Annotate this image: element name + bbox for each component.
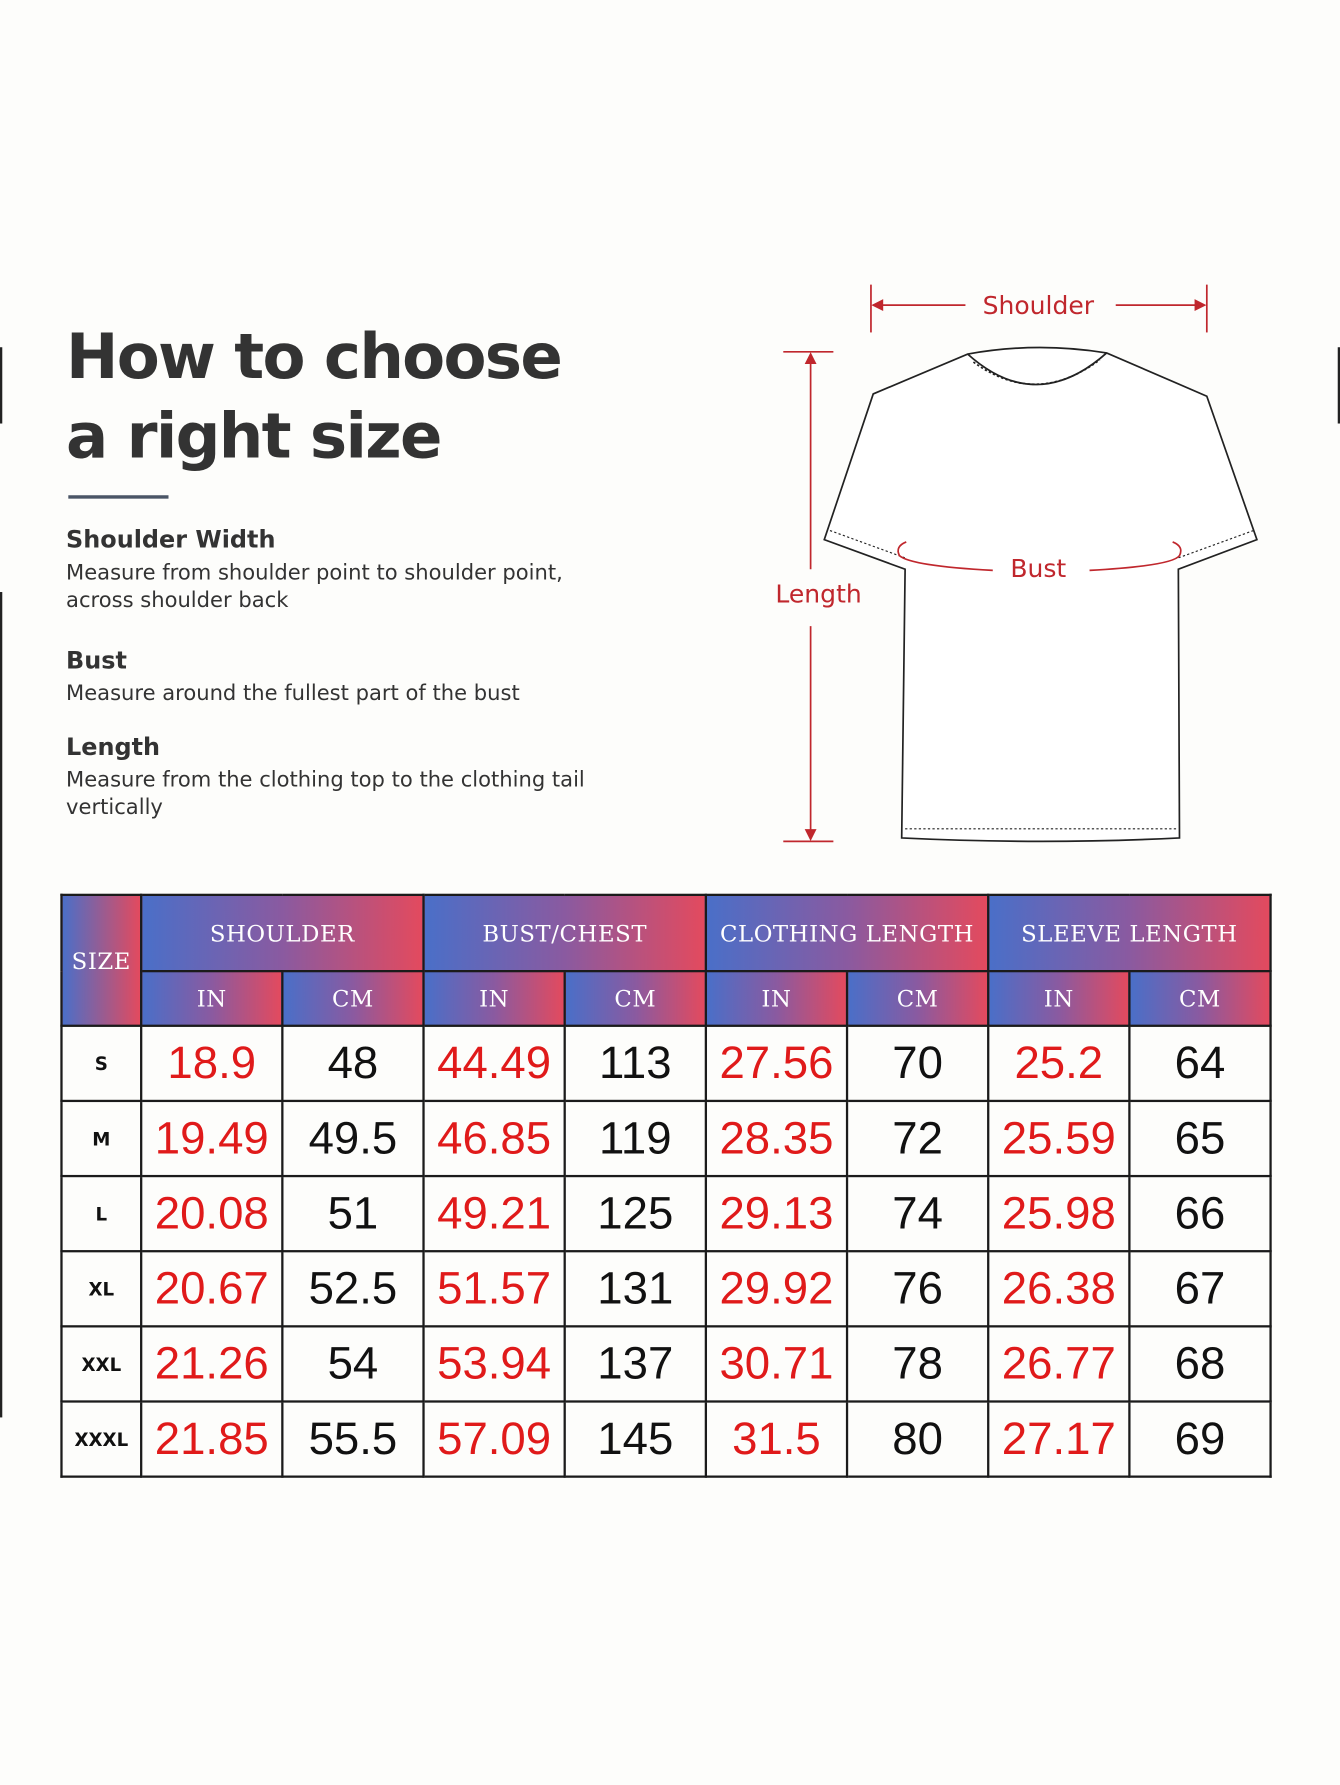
inch-value-cell: 46.85: [422, 1099, 566, 1178]
edge-mark: [1337, 347, 1340, 424]
title-line-1: How to choose: [66, 319, 563, 393]
section-shoulder-width: Shoulder Width Measure from shoulder poi…: [66, 526, 681, 615]
inch-value-cell: 28.35: [704, 1099, 849, 1178]
table-row: XXXL 21.85 55.5 57.09 145 31.5 80 27.17 69: [60, 1400, 1272, 1478]
unit-header-in: IN: [140, 970, 284, 1027]
inch-value-cell: 26.77: [987, 1325, 1131, 1403]
cm-value-cell: 80: [845, 1400, 990, 1478]
size-chart-table: SIZE SHOULDER BUST/CHEST CLOTHING LENGTH…: [60, 893, 1272, 1478]
group-header-shoulder: SHOULDER: [140, 893, 425, 973]
inch-value-cell: 25.59: [987, 1099, 1131, 1178]
cm-value-cell: 51: [281, 1174, 425, 1253]
inch-value-cell: 49.21: [422, 1174, 566, 1253]
cm-value-cell: 125: [563, 1174, 708, 1253]
cm-value-cell: 55.5: [281, 1400, 425, 1478]
measure-lines: [783, 284, 1208, 843]
section-bust: Bust Measure around the fullest part of …: [66, 647, 681, 708]
bust-label: Bust: [1010, 554, 1066, 583]
unit-header-cm: CM: [281, 970, 425, 1027]
inch-value-cell: 26.38: [987, 1250, 1131, 1328]
unit-header-in: IN: [422, 970, 566, 1027]
unit-header-cm: CM: [845, 970, 990, 1027]
section-heading: Shoulder Width: [66, 525, 276, 554]
inch-value-cell: 57.09: [422, 1400, 566, 1478]
cm-value-cell: 48: [281, 1024, 425, 1103]
section-heading: Length: [66, 733, 161, 761]
unit-header-cm: CM: [563, 970, 708, 1027]
table-row: L 20.08 51 49.21 125 29.13 74 25.98 66: [60, 1174, 1272, 1253]
inch-value-cell: 29.92: [704, 1250, 849, 1328]
size-cell: XXXL: [60, 1400, 143, 1478]
unit-header-cm: CM: [1128, 970, 1272, 1027]
cm-value-cell: 66: [1128, 1174, 1272, 1253]
size-cell: XXL: [60, 1325, 143, 1403]
inch-value-cell: 20.67: [140, 1250, 284, 1328]
section-heading: Bust: [66, 646, 127, 674]
section-text: Measure from the clothing top to the clo…: [66, 768, 585, 820]
inch-value-cell: 27.56: [704, 1024, 849, 1103]
table-row: M 19.49 49.5 46.85 119 28.35 72 25.59 65: [60, 1099, 1272, 1178]
cm-value-cell: 67: [1128, 1250, 1272, 1328]
cm-value-cell: 145: [563, 1400, 708, 1478]
size-cell: L: [60, 1174, 143, 1253]
cm-value-cell: 70: [845, 1024, 990, 1103]
inch-value-cell: 21.85: [140, 1400, 284, 1478]
cm-value-cell: 78: [845, 1325, 990, 1403]
section-text: Measure around the fullest part of the b…: [66, 681, 520, 706]
length-label: Length: [775, 579, 861, 608]
shoulder-label: Shoulder: [983, 291, 1095, 320]
inch-value-cell: 25.2: [987, 1024, 1131, 1103]
cm-value-cell: 119: [563, 1099, 708, 1178]
size-header: SIZE: [60, 893, 143, 1027]
cm-value-cell: 49.5: [281, 1099, 425, 1178]
table-row: XL 20.67 52.5 51.57 131 29.92 76 26.38 67: [60, 1250, 1272, 1328]
inch-value-cell: 21.26: [140, 1325, 284, 1403]
inch-value-cell: 18.9: [140, 1024, 284, 1103]
group-header-bust: BUST/CHEST: [422, 893, 708, 973]
unit-header-in: IN: [987, 970, 1131, 1027]
cm-value-cell: 72: [845, 1099, 990, 1178]
unit-header-in: IN: [704, 970, 849, 1027]
cm-value-cell: 76: [845, 1250, 990, 1328]
inch-value-cell: 44.49: [422, 1024, 566, 1103]
group-header-sleeve-length: SLEEVE LENGTH: [987, 893, 1272, 973]
title-divider: [68, 495, 169, 499]
cm-value-cell: 131: [563, 1250, 708, 1328]
inch-value-cell: 51.57: [422, 1250, 566, 1328]
cm-value-cell: 54: [281, 1325, 425, 1403]
section-text: Measure from shoulder point to shoulder …: [66, 561, 563, 613]
cm-value-cell: 65: [1128, 1099, 1272, 1178]
cm-value-cell: 64: [1128, 1024, 1272, 1103]
cm-value-cell: 113: [563, 1024, 708, 1103]
edge-mark: [0, 347, 3, 424]
cm-value-cell: 137: [563, 1325, 708, 1403]
inch-value-cell: 31.5: [704, 1400, 849, 1478]
inch-value-cell: 53.94: [422, 1325, 566, 1403]
title-line-2: a right size: [66, 399, 442, 473]
size-cell: XL: [60, 1250, 143, 1328]
inch-value-cell: 20.08: [140, 1174, 284, 1253]
page-title: How to choose a right size: [66, 317, 563, 476]
cm-value-cell: 69: [1128, 1400, 1272, 1478]
table-row: S 18.9 48 44.49 113 27.56 70 25.2 64: [60, 1024, 1272, 1103]
cm-value-cell: 74: [845, 1174, 990, 1253]
inch-value-cell: 25.98: [987, 1174, 1131, 1253]
inch-value-cell: 27.17: [987, 1400, 1131, 1478]
inch-value-cell: 19.49: [140, 1099, 284, 1178]
size-cell: M: [60, 1099, 143, 1178]
edge-mark: [0, 592, 3, 1418]
tshirt-outline-icon: [823, 346, 1258, 843]
cm-value-cell: 52.5: [281, 1250, 425, 1328]
table-row: XXL 21.26 54 53.94 137 30.71 78 26.77 68: [60, 1325, 1272, 1403]
group-header-clothing-length: CLOTHING LENGTH: [704, 893, 990, 973]
tshirt-diagram: Shoulder Bust Length: [775, 284, 1258, 843]
inch-value-cell: 30.71: [704, 1325, 849, 1403]
inch-value-cell: 29.13: [704, 1174, 849, 1253]
cm-value-cell: 68: [1128, 1325, 1272, 1403]
section-length: Length Measure from the clothing top to …: [66, 733, 681, 822]
size-cell: S: [60, 1024, 143, 1103]
